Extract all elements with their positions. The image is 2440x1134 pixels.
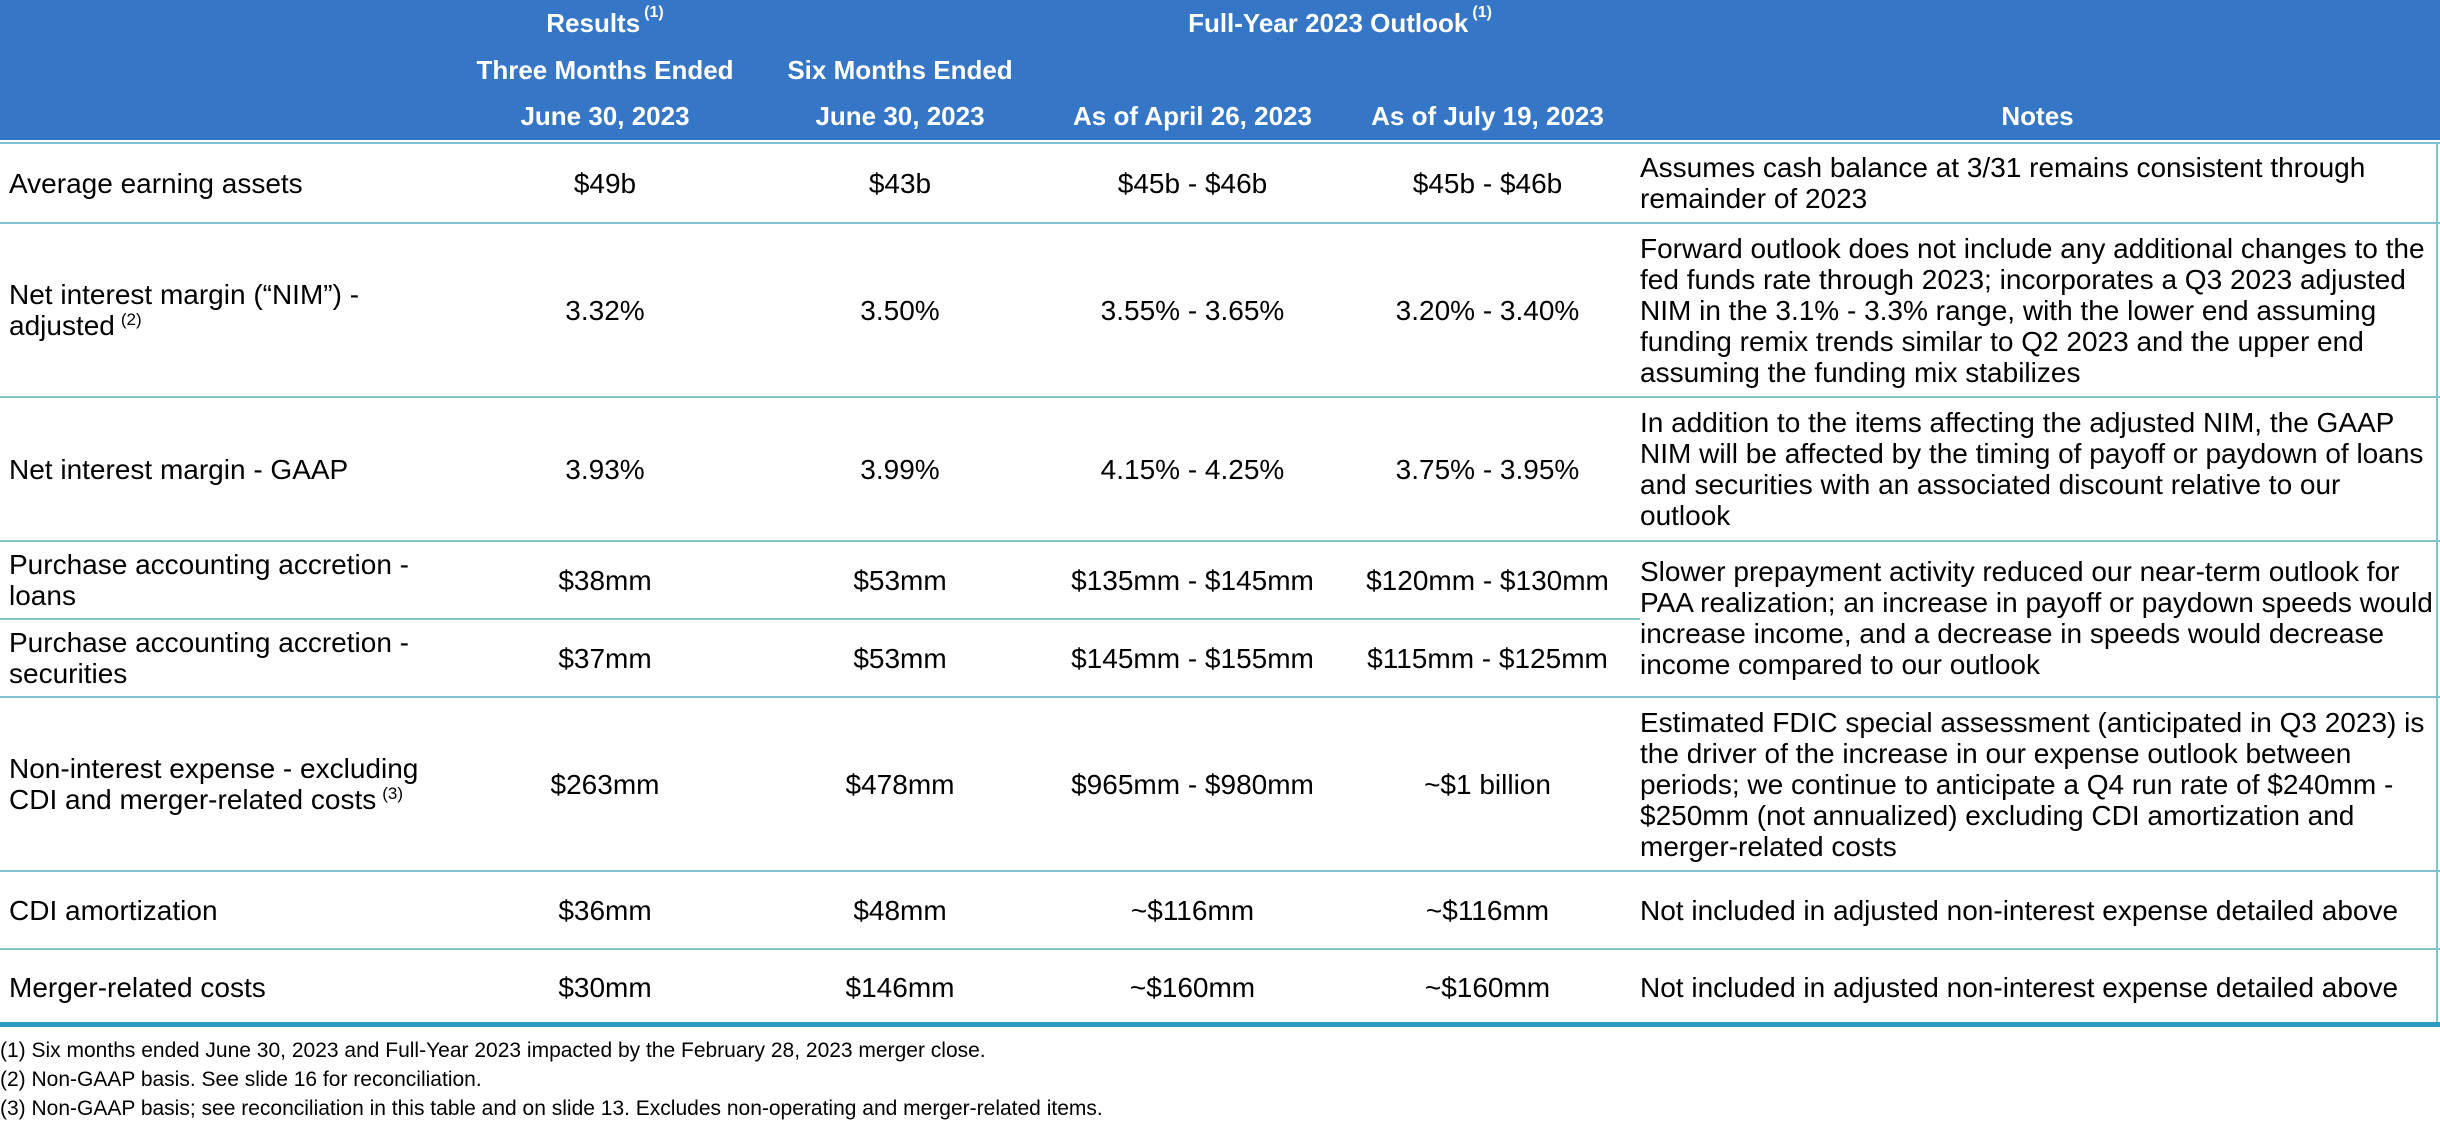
july-outlook-value: 3.20% - 3.40% (1395, 294, 1580, 326)
row-notes: In addition to the items affecting the a… (1640, 407, 2424, 531)
six-months-value: $48mm (853, 894, 947, 926)
footnote-ref: (2) (120, 310, 142, 329)
six-months-value: $53mm (853, 564, 947, 596)
row-notes: Assumes cash balance at 3/31 remains con… (1640, 152, 2366, 214)
col-six-months-line1: Six Months Ended (787, 55, 1013, 85)
row-notes: Not included in adjusted non-interest ex… (1640, 971, 2399, 1003)
col-six-months-line2: June 30, 2023 (815, 101, 985, 131)
outlook-group-header: Full-Year 2023 Outlook (1) (1188, 4, 1492, 39)
row-notes: Forward outlook does not include any add… (1640, 232, 2425, 388)
row-label: Net interest margin (“NIM”) - adjusted (2… (9, 279, 360, 341)
six-months-value: $53mm (853, 642, 947, 674)
row-label: CDI amortization (9, 894, 218, 926)
table-row: Average earning assets $49b $43b $45b - … (0, 142, 2440, 222)
july-outlook-value: $115mm - $125mm (1367, 642, 1608, 674)
row-label: Merger-related costs (9, 971, 266, 1003)
col-three-months-line2: June 30, 2023 (520, 101, 690, 131)
three-months-value: $36mm (558, 894, 652, 926)
footnote-ref: (3) (382, 784, 404, 803)
april-outlook-value: $965mm - $980mm (1071, 768, 1314, 800)
april-outlook-value: $135mm - $145mm (1071, 564, 1314, 596)
six-months-value: 3.50% (860, 294, 940, 326)
footnote-3: (3) Non-GAAP basis; see reconciliation i… (0, 1097, 1103, 1120)
july-outlook-value: ~$160mm (1424, 971, 1551, 1003)
table-header: Results (1) Full-Year 2023 Outlook (1) Thr… (0, 0, 2440, 140)
april-outlook-value: ~$160mm (1129, 971, 1256, 1003)
three-months-value: $263mm (550, 768, 660, 800)
six-months-value: $146mm (845, 971, 955, 1003)
outlook-label: Full-Year 2023 Outlook (1188, 8, 1469, 38)
july-outlook-value: $120mm - $130mm (1366, 564, 1609, 596)
table-row: CDI amortization $36mm $48mm ~$116mm ~$1… (0, 870, 2440, 948)
col-three-months-line1: Three Months Ended (476, 55, 734, 85)
three-months-value: $49b (573, 167, 637, 199)
row-label: Purchase accounting accretion - securiti… (9, 627, 409, 689)
results-group-header: Results (1) (546, 4, 663, 39)
three-months-value: $38mm (558, 564, 652, 596)
july-outlook-value: ~$116mm (1425, 894, 1550, 926)
july-outlook-value: $45b - $46b (1412, 167, 1563, 199)
six-months-value: $478mm (845, 768, 955, 800)
three-months-value: $37mm (558, 642, 652, 674)
row-notes: Estimated FDIC special assessment (antic… (1640, 706, 2425, 862)
col-july-outlook: As of July 19, 2023 (1371, 101, 1604, 131)
paa-notes: Slower prepayment activity reduced our n… (1640, 556, 2433, 680)
table-row: Purchase accounting accretion - securiti… (0, 618, 1640, 696)
table-bottom-rule (0, 1022, 2440, 1027)
footnote-2: (2) Non-GAAP basis. See slide 16 for rec… (0, 1068, 482, 1091)
april-outlook-value: ~$116mm (1130, 894, 1255, 926)
row-label: Purchase accounting accretion - loans (9, 549, 409, 611)
row-label: Net interest margin - GAAP (9, 453, 349, 485)
six-months-value: 3.99% (860, 453, 940, 485)
six-months-value: $43b (868, 167, 932, 199)
row-label: Average earning assets (9, 167, 303, 199)
results-label: Results (546, 8, 641, 38)
row-notes: Not included in adjusted non-interest ex… (1640, 894, 2399, 926)
july-outlook-value: ~$1 billion (1424, 768, 1551, 800)
april-outlook-value: 4.15% - 4.25% (1100, 453, 1285, 485)
three-months-value: 3.93% (565, 453, 645, 485)
col-notes: Notes (2001, 101, 2074, 131)
three-months-value: 3.32% (565, 294, 645, 326)
outlook-footnote-ref: (1) (1472, 4, 1492, 21)
table-row: Net interest margin (“NIM”) - adjusted (2… (0, 222, 2440, 396)
april-outlook-value: $145mm - $155mm (1071, 642, 1314, 674)
three-months-value: $30mm (558, 971, 652, 1003)
table-row: Net interest margin - GAAP 3.93% 3.99% 4… (0, 396, 2440, 540)
footnote-1: (1) Six months ended June 30, 2023 and F… (0, 1039, 986, 1062)
table-row: Purchase accounting accretion - loans $3… (0, 540, 2440, 618)
results-footnote-ref: (1) (644, 4, 664, 21)
row-label: Non-interest expense - excluding CDI and… (9, 753, 419, 815)
april-outlook-value: 3.55% - 3.65% (1100, 294, 1285, 326)
july-outlook-value: 3.75% - 3.95% (1395, 453, 1580, 485)
table-row: Non-interest expense - excluding CDI and… (0, 696, 2440, 870)
col-april-outlook: As of April 26, 2023 (1073, 101, 1312, 131)
april-outlook-value: $45b - $46b (1117, 167, 1268, 199)
table-row: Merger-related costs $30mm $146mm ~$160m… (0, 948, 2440, 1024)
table-right-border (2436, 142, 2438, 1022)
